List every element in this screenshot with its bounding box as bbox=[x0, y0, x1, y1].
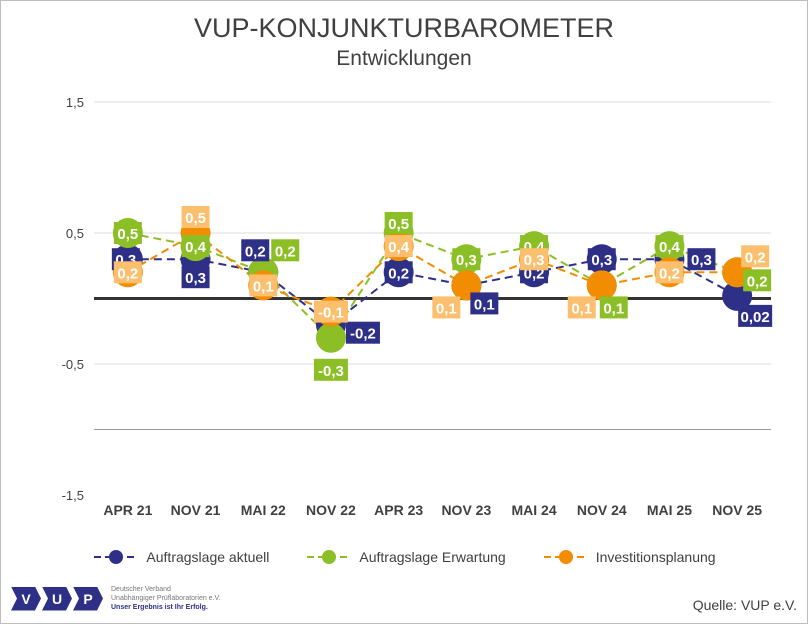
chart-subtitle: Entwicklungen bbox=[336, 47, 472, 70]
data-label: -0,1 bbox=[318, 305, 344, 322]
data-label: 0,4 bbox=[185, 239, 207, 256]
chart-title: VUP-KONJUNKTURBAROMETER bbox=[193, 13, 615, 43]
data-label-bg bbox=[384, 212, 413, 234]
data-label: 0,3 bbox=[591, 252, 612, 269]
data-label: 0,4 bbox=[659, 239, 681, 256]
data-label-bg bbox=[599, 296, 628, 319]
logo-letter: V bbox=[11, 586, 41, 611]
data-label-bg bbox=[432, 296, 461, 319]
logo-letter: P bbox=[73, 586, 103, 611]
data-label: 0,3 bbox=[185, 270, 206, 287]
data-label: -0,3 bbox=[318, 363, 344, 380]
legend-label: Auftragslage aktuell bbox=[146, 549, 270, 565]
data-label-bg bbox=[567, 296, 596, 319]
data-point bbox=[586, 270, 617, 301]
data-label: 0,1 bbox=[253, 278, 274, 295]
data-label: 0,2 bbox=[117, 265, 138, 282]
data-label-bg bbox=[587, 248, 616, 271]
data-label: 0,4 bbox=[388, 239, 410, 256]
y-tick-label: 0,5 bbox=[66, 226, 84, 241]
legend-marker bbox=[543, 550, 588, 564]
data-label-bg bbox=[313, 300, 348, 323]
x-tick-label: MAI 22 bbox=[241, 502, 286, 518]
x-tick-label: NOV 22 bbox=[306, 502, 356, 518]
data-label-bg bbox=[741, 245, 770, 268]
data-label: 0,1 bbox=[603, 300, 624, 317]
legend-marker bbox=[307, 550, 352, 564]
x-tick-label: APR 23 bbox=[374, 502, 423, 518]
series-line bbox=[127, 231, 738, 340]
x-tick-label: NOV 24 bbox=[577, 502, 627, 518]
data-label: 0,02 bbox=[741, 309, 770, 326]
y-tick-label: -1,5 bbox=[62, 488, 84, 503]
data-label: 0,2 bbox=[388, 265, 409, 282]
data-label: 0,3 bbox=[691, 252, 712, 269]
data-label-bg bbox=[181, 206, 210, 228]
data-label: 0,2 bbox=[275, 243, 296, 260]
logo-line1: Deutscher Verband bbox=[111, 586, 171, 593]
data-label-bg bbox=[241, 239, 270, 262]
data-label-bg bbox=[470, 292, 499, 315]
legend-item-erwartung: Auftragslage Erwartung bbox=[305, 549, 506, 565]
data-label: 0,5 bbox=[117, 226, 138, 243]
data-label-bg bbox=[655, 261, 684, 284]
data-label: 0,1 bbox=[474, 296, 495, 313]
legend-item-investition: Investitionsplanung bbox=[542, 549, 716, 565]
data-label: 0,5 bbox=[388, 216, 409, 233]
x-tick-label: APR 21 bbox=[103, 502, 152, 518]
data-label-bg bbox=[271, 239, 300, 262]
x-tick-label: NOV 23 bbox=[441, 502, 491, 518]
data-label: 0,2 bbox=[659, 265, 680, 282]
data-label-bg bbox=[249, 274, 278, 297]
data-label-bg bbox=[452, 248, 481, 271]
legend-item-aktuell: Auftragslage aktuell bbox=[92, 549, 269, 565]
data-label-bg bbox=[520, 248, 549, 271]
x-tick-label: MAI 25 bbox=[647, 502, 692, 518]
x-tick-label: NOV 21 bbox=[171, 502, 221, 518]
vup-logo: V U P Deutscher Verband Unabhängiger Prü… bbox=[11, 585, 220, 612]
data-label: 0,5 bbox=[185, 210, 206, 227]
logo-slogan: Unser Ergebnis ist Ihr Erfolg. bbox=[111, 604, 208, 611]
data-label: 0,2 bbox=[747, 273, 768, 290]
data-label-bg bbox=[655, 235, 684, 258]
data-label-bg bbox=[181, 266, 210, 289]
data-label: -0,2 bbox=[350, 326, 376, 343]
plot-area: 1,5 0,5 -0,5 -1,5 APR 21 NOV 21 MAI 22 NOV 22 AP… bbox=[62, 95, 773, 518]
data-label: 0,1 bbox=[571, 300, 592, 317]
legend-label: Investitionsplanung bbox=[595, 549, 716, 565]
legend: Auftragslage aktuell Auftragslage Erwart… bbox=[1, 549, 807, 565]
x-tick-label: NOV 25 bbox=[712, 502, 762, 518]
x-tick-label: MAI 24 bbox=[511, 502, 556, 518]
data-label-bg bbox=[738, 304, 773, 327]
data-label-bg bbox=[687, 248, 716, 271]
data-label-bg bbox=[313, 358, 348, 381]
data-label: 0,2 bbox=[745, 249, 766, 266]
data-label-bg bbox=[113, 261, 142, 284]
y-tick-label: -0,5 bbox=[62, 357, 84, 372]
y-tick-label: 1,5 bbox=[66, 95, 84, 110]
logo-letter: U bbox=[42, 586, 72, 611]
data-label-bg bbox=[181, 235, 210, 258]
legend-marker bbox=[94, 550, 139, 564]
data-label: 0,3 bbox=[524, 252, 545, 269]
logo-line2: Unabhängiger Prüflaboratorien e.V. bbox=[111, 595, 221, 602]
data-label: 0,3 bbox=[456, 252, 477, 269]
series-line bbox=[127, 258, 738, 326]
data-point bbox=[315, 322, 346, 353]
series-line bbox=[127, 231, 738, 313]
data-label-bg bbox=[743, 269, 772, 292]
data-label-bg bbox=[384, 261, 413, 284]
legend-label: Auftragslage Erwartung bbox=[359, 549, 506, 565]
data-label: 0,2 bbox=[245, 243, 266, 260]
data-label-bg bbox=[113, 222, 142, 244]
data-label: 0,1 bbox=[436, 300, 457, 317]
source-note: Quelle: VUP e.V. bbox=[692, 597, 797, 613]
data-label-bg bbox=[345, 321, 380, 344]
data-label-bg bbox=[384, 235, 413, 258]
